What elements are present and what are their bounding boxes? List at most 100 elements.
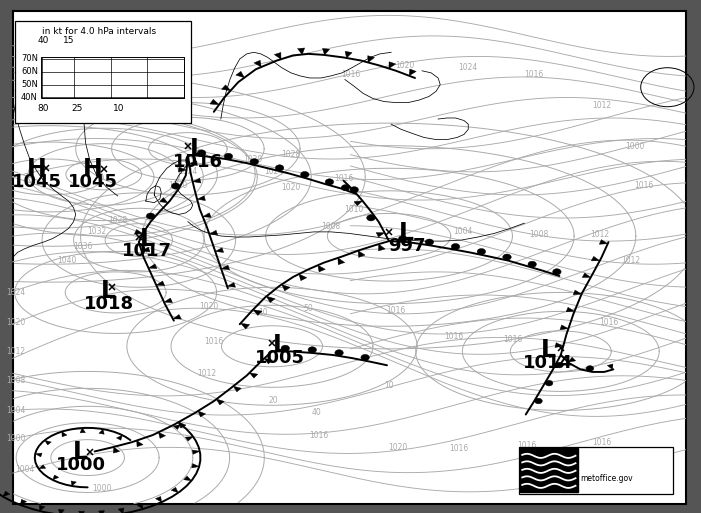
Polygon shape <box>264 359 273 364</box>
Polygon shape <box>250 373 258 378</box>
Text: 25: 25 <box>72 104 83 113</box>
Text: 1000: 1000 <box>55 456 106 475</box>
Text: L: L <box>399 222 414 245</box>
Text: 1004: 1004 <box>6 406 25 415</box>
Text: in kt for 4.0 hPa intervals: in kt for 4.0 hPa intervals <box>43 27 156 36</box>
Polygon shape <box>173 314 182 319</box>
Text: 50: 50 <box>304 304 313 313</box>
Polygon shape <box>379 244 385 251</box>
Circle shape <box>535 398 543 404</box>
Text: 1012: 1012 <box>592 101 611 110</box>
Polygon shape <box>197 196 205 201</box>
Text: 80: 80 <box>38 104 49 113</box>
Polygon shape <box>79 511 85 513</box>
Text: 1024: 1024 <box>6 288 25 297</box>
Polygon shape <box>573 290 582 295</box>
Text: H: H <box>27 157 46 181</box>
Polygon shape <box>156 281 165 286</box>
Polygon shape <box>191 464 199 468</box>
Text: 1016: 1016 <box>309 430 329 440</box>
Text: 1024: 1024 <box>178 167 198 176</box>
Text: 1008: 1008 <box>321 222 341 231</box>
Polygon shape <box>210 100 219 105</box>
Polygon shape <box>185 437 193 441</box>
Text: 1014: 1014 <box>523 353 573 372</box>
Text: 1016: 1016 <box>334 174 353 183</box>
Text: 20: 20 <box>268 396 278 405</box>
Circle shape <box>477 248 486 255</box>
Circle shape <box>586 366 594 371</box>
Polygon shape <box>114 447 120 453</box>
Circle shape <box>361 354 369 361</box>
Polygon shape <box>39 505 45 511</box>
Polygon shape <box>179 422 186 428</box>
Polygon shape <box>358 251 365 258</box>
Polygon shape <box>39 465 46 469</box>
Polygon shape <box>560 325 569 330</box>
Text: 1016: 1016 <box>524 70 544 79</box>
Text: 1020: 1020 <box>243 154 262 164</box>
Polygon shape <box>607 364 613 369</box>
Polygon shape <box>198 411 205 417</box>
Polygon shape <box>227 283 236 287</box>
Text: 1017: 1017 <box>122 242 172 261</box>
Polygon shape <box>591 256 600 261</box>
Polygon shape <box>184 476 191 481</box>
Polygon shape <box>80 428 86 433</box>
Text: 10: 10 <box>384 381 394 390</box>
Polygon shape <box>345 51 352 58</box>
Polygon shape <box>222 265 229 270</box>
Polygon shape <box>599 240 608 244</box>
Circle shape <box>301 171 309 177</box>
Text: 1024: 1024 <box>264 167 283 176</box>
Polygon shape <box>210 230 218 235</box>
Text: 1020: 1020 <box>281 183 301 192</box>
Polygon shape <box>35 453 42 457</box>
Polygon shape <box>137 503 143 509</box>
Polygon shape <box>282 285 290 291</box>
Circle shape <box>281 345 290 351</box>
Text: 1012: 1012 <box>621 256 641 265</box>
Text: 1020: 1020 <box>395 61 415 70</box>
Text: L: L <box>273 333 288 357</box>
Polygon shape <box>203 213 211 218</box>
Text: 1004: 1004 <box>15 465 34 474</box>
Text: 1004: 1004 <box>453 227 472 236</box>
Text: 1045: 1045 <box>67 173 118 191</box>
Polygon shape <box>568 357 576 362</box>
Polygon shape <box>233 386 241 392</box>
Polygon shape <box>116 435 122 440</box>
Polygon shape <box>253 310 262 315</box>
Polygon shape <box>389 62 395 69</box>
Text: 1032: 1032 <box>87 227 107 236</box>
Circle shape <box>308 347 317 353</box>
Text: 1016: 1016 <box>503 335 523 344</box>
Polygon shape <box>135 229 143 234</box>
Text: 1000: 1000 <box>92 484 111 493</box>
Text: 1016: 1016 <box>444 331 464 341</box>
Polygon shape <box>555 343 563 347</box>
Text: 1016: 1016 <box>634 181 653 190</box>
Text: 997: 997 <box>388 237 426 255</box>
Text: 1016: 1016 <box>599 318 618 327</box>
Circle shape <box>503 254 511 260</box>
Text: L: L <box>540 338 556 362</box>
Circle shape <box>341 185 350 191</box>
Circle shape <box>198 150 206 156</box>
Polygon shape <box>45 440 51 445</box>
Circle shape <box>350 187 358 193</box>
Polygon shape <box>173 424 181 429</box>
Text: 1045: 1045 <box>11 173 62 191</box>
Bar <box>15 21 191 123</box>
Polygon shape <box>156 497 162 502</box>
Text: 1036: 1036 <box>73 242 93 251</box>
Polygon shape <box>193 178 201 183</box>
Polygon shape <box>266 297 275 303</box>
Circle shape <box>335 350 343 356</box>
Text: L: L <box>139 227 155 250</box>
Text: 1005: 1005 <box>255 348 306 367</box>
Circle shape <box>528 261 536 267</box>
Polygon shape <box>566 307 575 312</box>
Bar <box>41 57 184 98</box>
Polygon shape <box>338 258 345 265</box>
